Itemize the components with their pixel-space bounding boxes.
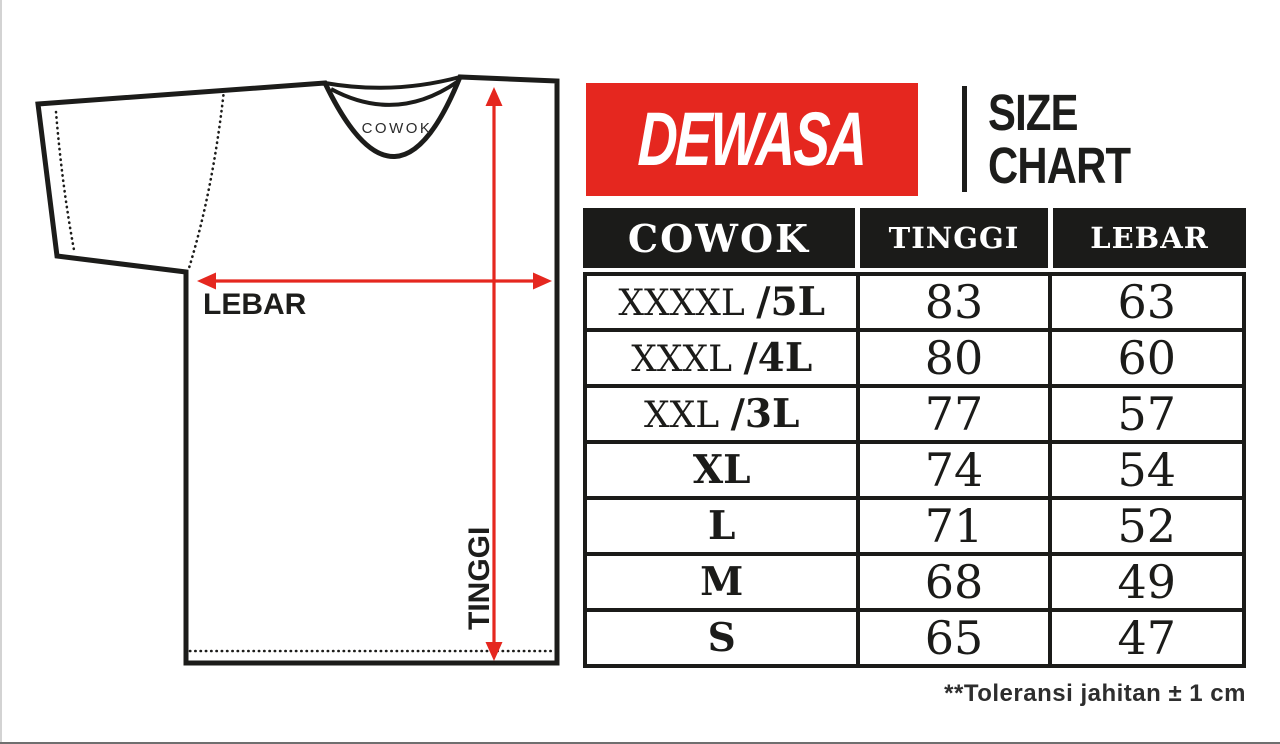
size-label-bold: S	[707, 614, 736, 661]
tshirt-diagram: COWOK LEBAR TINGGI	[35, 74, 560, 666]
size-cell: L	[582, 496, 861, 556]
table-row: XXL /3L 77 57	[582, 384, 1247, 444]
collar-label: COWOK	[362, 120, 433, 137]
table-row: XL 74 54	[582, 440, 1247, 500]
table-header-tinggi: TINGGI	[860, 208, 1048, 268]
size-label-bold: /5L	[756, 278, 826, 325]
lebar-cell: 52	[1047, 496, 1247, 556]
table-row: XXXL /4L 80 60	[582, 328, 1247, 388]
height-arrow	[485, 87, 503, 661]
page-title-line1: SIZE	[988, 84, 1078, 141]
lebar-cell: 63	[1047, 272, 1247, 332]
collar-back-arc	[324, 75, 461, 90]
size-cell: M	[582, 552, 861, 612]
lebar-cell: 57	[1047, 384, 1247, 444]
size-label: XXL	[644, 394, 731, 436]
size-table: XXXXL /5L 83 63 XXXL /4L 80 60 XXL /3L 7…	[582, 272, 1247, 668]
table-header-lebar: LEBAR	[1053, 208, 1246, 268]
height-label: TINGGI	[463, 527, 496, 630]
collar-band-arc	[330, 80, 459, 107]
sleeve-seam-dotted	[54, 110, 76, 252]
bottom-edge-line	[0, 742, 1280, 744]
table-header-cowok: COWOK	[583, 208, 855, 268]
size-label-bold: /4L	[743, 334, 813, 381]
tinggi-cell: 71	[856, 496, 1052, 556]
tinggi-cell: 68	[856, 552, 1052, 612]
size-table-body: XXXXL /5L 83 63 XXXL /4L 80 60 XXL /3L 7…	[582, 272, 1247, 668]
table-row: S 65 47	[582, 608, 1247, 668]
lebar-cell: 54	[1047, 440, 1247, 500]
lebar-cell: 49	[1047, 552, 1247, 612]
tinggi-cell: 80	[856, 328, 1052, 388]
size-cell: XXXL /4L	[582, 328, 861, 388]
tinggi-cell: 65	[856, 608, 1052, 668]
size-label: XXXL	[631, 338, 744, 380]
tinggi-cell: 83	[856, 272, 1052, 332]
armhole-seam-dotted	[187, 88, 226, 270]
lebar-cell: 47	[1047, 608, 1247, 668]
tinggi-cell: 77	[856, 384, 1052, 444]
brand-logo-text: DEWASA	[636, 96, 868, 182]
size-label-bold: /3L	[730, 390, 800, 437]
table-row: M 68 49	[582, 552, 1247, 612]
lebar-cell: 60	[1047, 328, 1247, 388]
tinggi-cell: 74	[856, 440, 1052, 500]
size-cell: XXXXL /5L	[582, 272, 861, 332]
size-table-header: COWOK TINGGI LEBAR	[583, 208, 1246, 268]
size-cell: XXL /3L	[582, 384, 861, 444]
size-cell: S	[582, 608, 861, 668]
tolerance-note: **Toleransi jahitan ± 1 cm	[944, 680, 1246, 707]
width-arrow	[197, 272, 552, 290]
page-title: SIZE CHART	[988, 84, 1131, 194]
tshirt-outline	[35, 74, 560, 666]
size-label: XXXXL	[618, 282, 757, 324]
table-row: XXXXL /5L 83 63	[582, 272, 1247, 332]
width-label: LEBAR	[203, 288, 307, 321]
table-row: L 71 52	[582, 496, 1247, 556]
size-label-bold: L	[708, 502, 736, 549]
size-label-bold: M	[700, 558, 744, 605]
logo-divider	[962, 86, 967, 192]
size-label-bold: XL	[692, 446, 751, 493]
size-cell: XL	[582, 440, 861, 500]
brand-logo-box: DEWASA	[586, 83, 918, 196]
page-title-line2: CHART	[988, 137, 1131, 194]
left-edge-line	[0, 0, 2, 744]
